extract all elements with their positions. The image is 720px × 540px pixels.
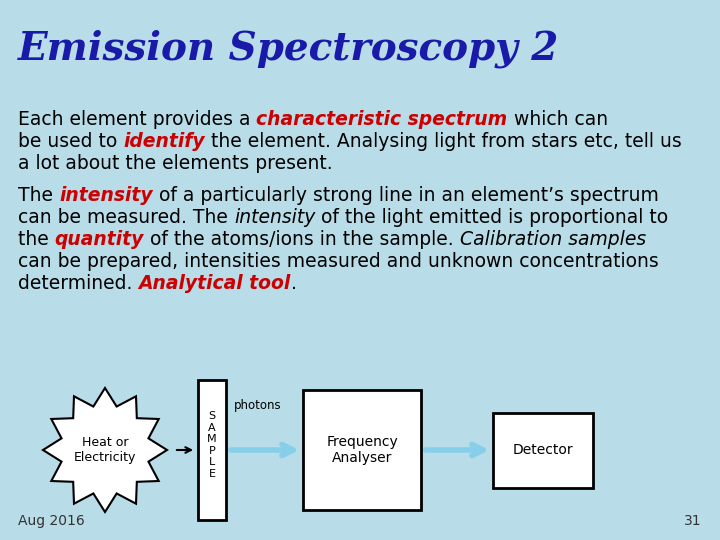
Text: can be measured. The: can be measured. The	[18, 208, 234, 227]
FancyBboxPatch shape	[303, 390, 421, 510]
Text: .: .	[291, 274, 297, 293]
Text: quantity: quantity	[55, 230, 144, 249]
Text: intensity: intensity	[59, 186, 153, 205]
Text: Calibration samples: Calibration samples	[460, 230, 646, 249]
Text: 31: 31	[685, 514, 702, 528]
Text: be used to: be used to	[18, 132, 123, 151]
Text: photons: photons	[234, 399, 282, 412]
Text: determined.: determined.	[18, 274, 138, 293]
Text: identify: identify	[123, 132, 205, 151]
FancyBboxPatch shape	[198, 380, 226, 520]
Text: intensity: intensity	[234, 208, 315, 227]
Text: Analytical tool: Analytical tool	[138, 274, 291, 293]
Text: The: The	[18, 186, 59, 205]
Text: Aug 2016: Aug 2016	[18, 514, 85, 528]
Text: a lot about the elements present.: a lot about the elements present.	[18, 154, 333, 173]
Text: Heat or
Electricity: Heat or Electricity	[74, 436, 136, 464]
Text: Detector: Detector	[513, 443, 573, 457]
FancyBboxPatch shape	[493, 413, 593, 488]
Text: can be prepared, intensities measured and unknown concentrations: can be prepared, intensities measured an…	[18, 252, 659, 271]
Text: the element. Analysing light from stars etc, tell us: the element. Analysing light from stars …	[205, 132, 682, 151]
Text: S
A
M
P
L
E: S A M P L E	[207, 411, 217, 479]
Text: Frequency
Analyser: Frequency Analyser	[326, 435, 398, 465]
Text: characteristic spectrum: characteristic spectrum	[256, 110, 508, 129]
Polygon shape	[43, 388, 167, 512]
Text: the: the	[18, 230, 55, 249]
Text: which can: which can	[508, 110, 608, 129]
Text: Emission Spectroscopy 2: Emission Spectroscopy 2	[18, 30, 559, 69]
Text: of the light emitted is proportional to: of the light emitted is proportional to	[315, 208, 668, 227]
Text: of a particularly strong line in an element’s spectrum: of a particularly strong line in an elem…	[153, 186, 659, 205]
Text: Each element provides a: Each element provides a	[18, 110, 256, 129]
Text: of the atoms/ions in the sample.: of the atoms/ions in the sample.	[144, 230, 460, 249]
